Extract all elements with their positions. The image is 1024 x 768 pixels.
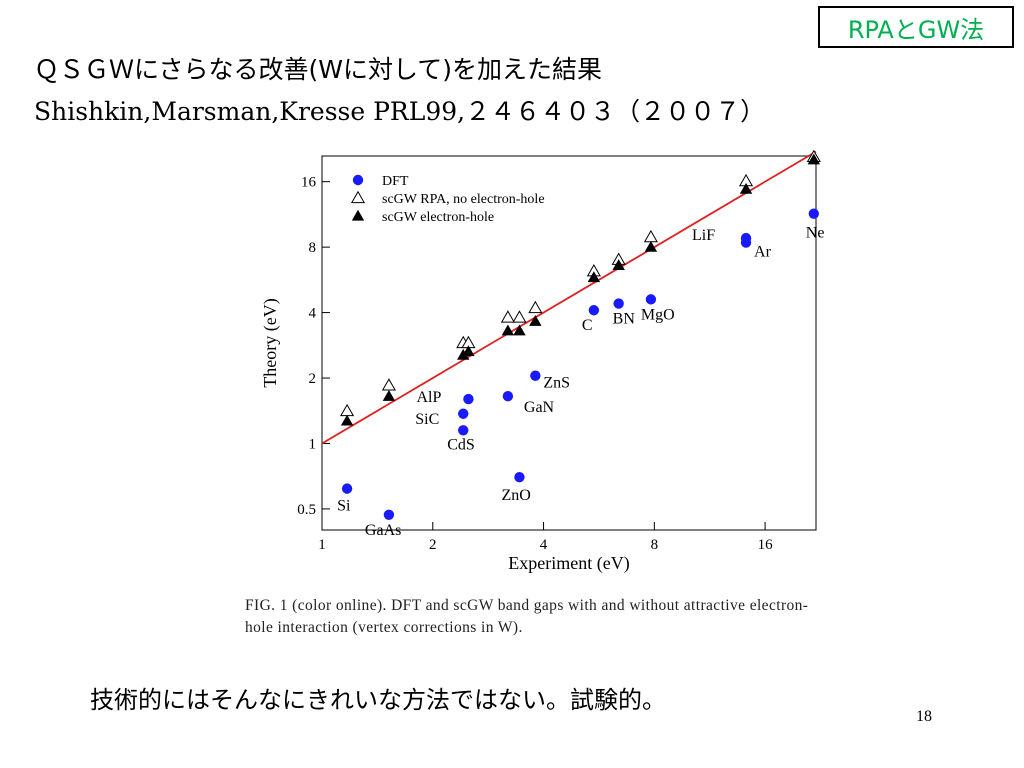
material-label: ZnO bbox=[501, 487, 530, 504]
electron-hole-triangle bbox=[513, 324, 526, 336]
material-label: Ne bbox=[806, 225, 825, 242]
dft-point bbox=[613, 298, 624, 309]
material-label: Si bbox=[337, 498, 351, 515]
rpa-triangle bbox=[512, 310, 527, 323]
electron-hole-triangle bbox=[382, 389, 396, 401]
reference-authors: Shishkin,Marsman,Kresse PRL99, bbox=[34, 97, 466, 126]
dft-point bbox=[808, 208, 820, 219]
material-label: GaN bbox=[524, 399, 555, 416]
electron-hole-triangle bbox=[529, 315, 542, 326]
electron-hole-triangle bbox=[612, 259, 625, 270]
y-tick-label: 16 bbox=[301, 175, 317, 191]
electron-hole-triangle bbox=[501, 324, 515, 336]
legend-entry: scGW electron-hole bbox=[382, 210, 494, 225]
slide-note: 技術的にはそんなにきれいな方法ではない。試験的。 bbox=[90, 686, 666, 714]
rpa-triangle bbox=[500, 310, 515, 323]
y-tick-label: 8 bbox=[309, 240, 317, 256]
section-tag: RPAとGW法 bbox=[818, 6, 1014, 48]
dft-point bbox=[740, 237, 752, 248]
legend-marker bbox=[351, 209, 365, 221]
legend-entry: DFT bbox=[382, 174, 409, 189]
electron-hole-triangle bbox=[587, 271, 601, 283]
dft-point bbox=[588, 305, 600, 316]
electron-hole-triangle bbox=[644, 240, 658, 252]
x-tick-label: 1 bbox=[318, 537, 326, 553]
legend-marker bbox=[350, 190, 366, 204]
legend-entry: scGW RPA, no electron-hole bbox=[382, 192, 545, 207]
y-tick-label: 1 bbox=[309, 436, 317, 452]
electron-hole-triangle bbox=[462, 345, 475, 357]
material-label: SiC bbox=[415, 411, 439, 428]
x-tick-label: 16 bbox=[758, 537, 774, 553]
electron-hole-triangle bbox=[457, 348, 470, 360]
rpa-triangle bbox=[340, 403, 355, 417]
y-tick-label: 2 bbox=[309, 371, 317, 387]
rpa-triangle bbox=[528, 300, 543, 314]
dft-point bbox=[514, 471, 525, 483]
dft-point bbox=[458, 408, 469, 419]
x-tick-label: 8 bbox=[651, 537, 659, 553]
material-label: LiF bbox=[692, 227, 715, 244]
dft-point bbox=[341, 483, 353, 494]
plot-frame bbox=[321, 155, 817, 531]
material-label: AlP bbox=[416, 389, 441, 406]
band-gap-chart: 1 2 4 8 16 0.5 1 2 4 8 16 Experiment (eV) Theory (eV… bbox=[260, 150, 825, 574]
page-number: 18 bbox=[916, 708, 932, 725]
rpa-triangle bbox=[643, 229, 658, 243]
reference-number: ２４６４０３（２００７） bbox=[465, 97, 766, 126]
material-label: BN bbox=[613, 311, 636, 328]
electron-hole-triangle bbox=[739, 182, 753, 194]
x-axis-label: Experiment (eV) bbox=[508, 553, 629, 574]
electron-hole-triangle bbox=[807, 153, 821, 165]
dft-point bbox=[530, 370, 541, 381]
material-label: ZnS bbox=[543, 375, 570, 392]
y-tick-label: 4 bbox=[309, 306, 317, 322]
electron-hole-triangle bbox=[340, 414, 354, 426]
legend-marker bbox=[352, 174, 364, 186]
rpa-triangle bbox=[381, 378, 396, 391]
material-label: CdS bbox=[447, 436, 475, 453]
y-tick-label: 0.5 bbox=[297, 502, 316, 518]
reference-line: Shishkin,Marsman,Kresse PRL99,２４６４０３（２００… bbox=[34, 92, 765, 128]
material-label: MgO bbox=[641, 306, 675, 323]
material-label: Ar bbox=[754, 244, 772, 261]
material-label: GaAs bbox=[365, 522, 401, 539]
material-label: C bbox=[582, 317, 593, 334]
dft-point bbox=[463, 393, 474, 405]
reference-line-y-equals-x bbox=[321, 150, 817, 445]
dft-point bbox=[645, 294, 657, 305]
slide-title: ＱＳＧＷにさらなる改善(Wに対して)を加えた結果 bbox=[34, 55, 602, 84]
dft-point bbox=[458, 425, 469, 436]
x-tick-label: 2 bbox=[429, 537, 437, 553]
figure-caption: FIG. 1 (color online). DFT and scGW band… bbox=[245, 597, 809, 636]
y-axis-label: Theory (eV) bbox=[260, 298, 281, 387]
dft-point bbox=[502, 390, 514, 402]
dft-point bbox=[383, 509, 395, 520]
x-tick-label: 4 bbox=[540, 537, 548, 553]
